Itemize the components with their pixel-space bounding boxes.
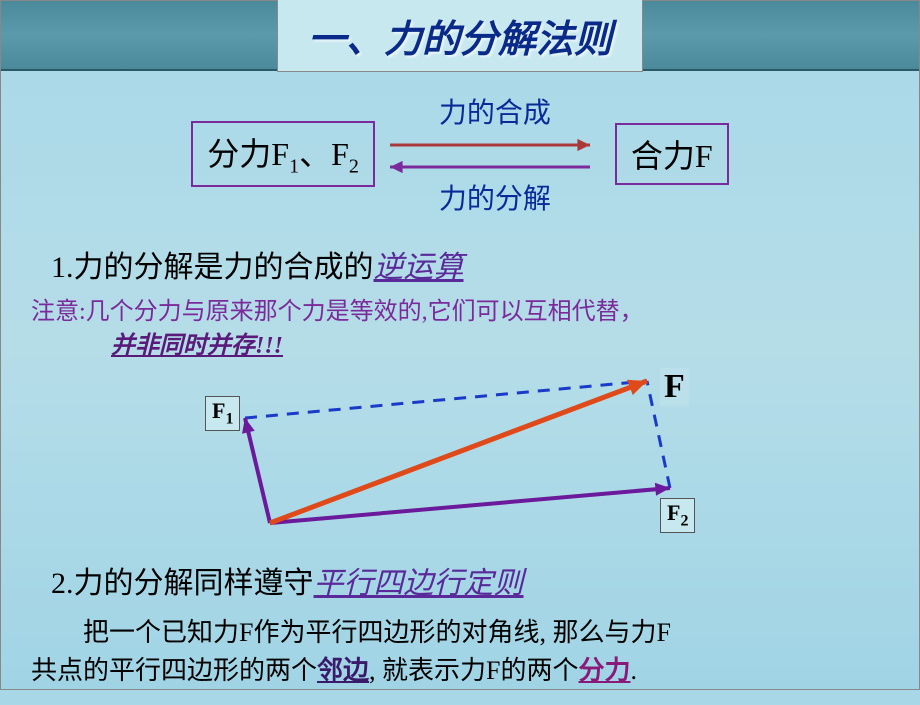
concept-relation: 分力F1、F2 力的合成 力的分解 合力F xyxy=(31,91,889,217)
note-line1: 注意:几个分力与原来那个力是等效的,它们可以互相代替， xyxy=(31,299,644,325)
arrow-right-icon xyxy=(390,133,600,153)
exp-p2a: 共点的平行四边形的两个 xyxy=(31,656,317,685)
exp-p1: 把一个已知力F作为平行四边形的对角线, 那么与力F xyxy=(83,618,671,647)
point1-text: 1.力的分解是力的合成的 xyxy=(51,251,374,284)
explanation: 把一个已知力F作为平行四边形的对角线, 那么与力F 共点的平行四边形的两个邻边,… xyxy=(31,614,889,689)
component-forces-box: 分力F1、F2 xyxy=(191,121,375,186)
label-f: F xyxy=(660,368,689,406)
title-box: 一、力的分解法则 xyxy=(277,0,643,72)
point2-text: 2.力的分解同样遵守 xyxy=(51,567,314,600)
exp-p2c: . xyxy=(631,656,638,685)
force-diagram: F1 F2 F xyxy=(185,368,735,548)
composition-label: 力的合成 xyxy=(439,91,551,131)
decomposition-label: 力的分解 xyxy=(439,177,551,217)
exp-p2b: , 就表示力F的两个 xyxy=(369,656,578,685)
resultant-force-box: 合力F xyxy=(615,123,729,185)
content-area: 分力F1、F2 力的合成 力的分解 合力F 1.力的分解是力的合成的逆运算 注意… xyxy=(1,71,919,705)
arrow-column: 力的合成 力的分解 xyxy=(390,91,600,217)
title-bar: 一、力的分解法则 xyxy=(1,1,919,71)
label-f2: F2 xyxy=(660,498,695,532)
label-f1: F1 xyxy=(205,396,240,430)
exp-k1: 邻边 xyxy=(317,656,369,685)
parallelogram-svg xyxy=(185,368,735,548)
slide-title: 一、力的分解法则 xyxy=(308,19,612,61)
point-1: 1.力的分解是力的合成的逆运算 xyxy=(51,242,889,286)
point2-keyword: 平行四边行定则 xyxy=(314,567,524,600)
point1-keyword: 逆运算 xyxy=(374,251,464,284)
arrow-left-icon xyxy=(390,155,600,175)
note-emphasis: 并非同时并存!!! xyxy=(111,330,283,364)
note-block: 注意:几个分力与原来那个力是等效的,它们可以互相代替， 并非同时并存!!! xyxy=(31,296,889,363)
exp-k2: 分力 xyxy=(579,656,631,685)
point-2: 2.力的分解同样遵守平行四边行定则 xyxy=(51,558,889,602)
